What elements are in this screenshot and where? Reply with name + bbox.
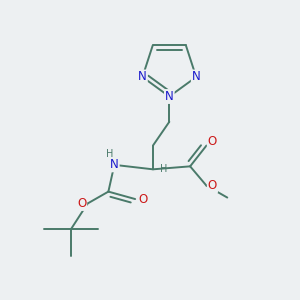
Text: N: N: [165, 90, 174, 103]
Text: N: N: [192, 70, 200, 83]
Text: H: H: [106, 149, 114, 160]
Text: N: N: [110, 158, 119, 171]
Text: O: O: [208, 135, 217, 148]
Text: H: H: [160, 164, 168, 174]
Text: N: N: [138, 70, 147, 83]
Text: O: O: [77, 197, 86, 210]
Text: O: O: [138, 193, 147, 206]
Text: O: O: [208, 179, 217, 192]
